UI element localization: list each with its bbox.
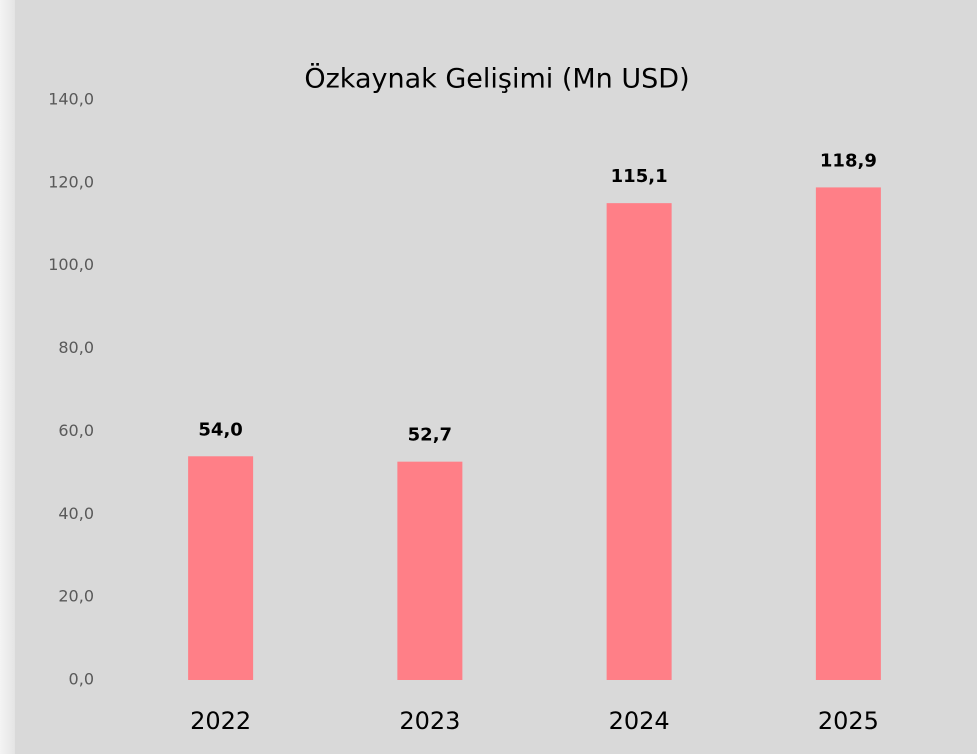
bar <box>815 187 881 680</box>
data-label: 54,0 <box>198 419 242 440</box>
y-tick-label: 80,0 <box>58 338 94 357</box>
y-tick-label: 0,0 <box>69 670 94 689</box>
bar <box>188 456 254 680</box>
x-tick-label: 2022 <box>190 707 251 735</box>
x-tick-label: 2024 <box>609 707 670 735</box>
left-edge <box>0 0 15 754</box>
chart-title: Özkaynak Gelişimi (Mn USD) <box>304 63 689 95</box>
y-tick-label: 60,0 <box>58 421 94 440</box>
y-tick-label: 100,0 <box>48 255 94 274</box>
y-tick-label: 120,0 <box>48 172 94 191</box>
bar <box>397 461 463 680</box>
y-tick-label: 40,0 <box>58 504 94 523</box>
y-tick-label: 140,0 <box>48 90 94 109</box>
data-label: 118,9 <box>820 150 877 171</box>
data-label: 115,1 <box>611 166 668 187</box>
y-tick-label: 20,0 <box>58 587 94 606</box>
bar <box>606 203 672 680</box>
x-tick-label: 2025 <box>818 707 879 735</box>
data-label: 52,7 <box>408 425 452 446</box>
x-tick-label: 2023 <box>399 707 460 735</box>
